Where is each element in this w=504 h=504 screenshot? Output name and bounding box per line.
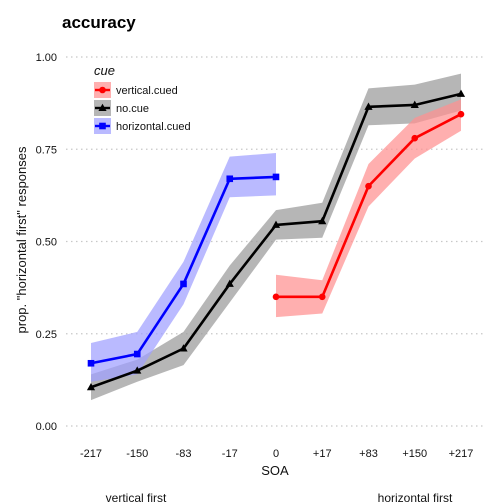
confidence-band-vertical-cued bbox=[276, 99, 461, 318]
y-tick-label: 0.75 bbox=[36, 144, 57, 156]
y-tick-label: 0.50 bbox=[36, 237, 57, 249]
footer-label-vertical-first: vertical first bbox=[106, 491, 167, 504]
legend-label-vertical-cued: vertical.cued bbox=[116, 85, 178, 97]
data-point-horizontal-cued bbox=[226, 175, 234, 183]
data-point-horizontal-cued bbox=[87, 359, 95, 367]
data-point-vertical-cued bbox=[365, 182, 372, 190]
x-tick-label: +17 bbox=[313, 448, 332, 460]
x-tick-label: -150 bbox=[126, 448, 148, 460]
data-point-no-cue bbox=[86, 382, 96, 391]
data-point-vertical-cued bbox=[457, 110, 465, 118]
data-point-no-cue bbox=[364, 102, 373, 110]
x-tick-label: -17 bbox=[222, 448, 238, 460]
legend-label-horizontal-cued: horizontal.cued bbox=[116, 121, 191, 133]
data-point-no-cue bbox=[410, 100, 419, 108]
x-tick-label: +83 bbox=[359, 448, 378, 460]
data-point-no-cue bbox=[318, 216, 327, 225]
data-point-no-cue bbox=[225, 279, 234, 287]
legend-marker-vertical-cued bbox=[99, 86, 106, 94]
y-axis-label: prop. "horizontal first" responses bbox=[14, 146, 29, 333]
legend-marker-no-cue bbox=[98, 103, 107, 111]
confidence-band-no-cue bbox=[91, 73, 461, 401]
x-tick-label: +217 bbox=[449, 448, 474, 460]
data-point-no-cue bbox=[456, 89, 466, 97]
footer-label-horizontal-first: horizontal first bbox=[378, 491, 453, 504]
legend-marker-horizontal-cued bbox=[99, 122, 106, 130]
y-axis-ticks: 0.00 0.25 0.50 0.75 1.00 bbox=[36, 52, 57, 433]
legend: cue vertical.cued no.cue horizontal.cued bbox=[94, 63, 191, 134]
legend-title: cue bbox=[94, 63, 115, 78]
data-point-no-cue bbox=[271, 220, 281, 228]
data-point-horizontal-cued bbox=[133, 350, 141, 358]
x-tick-label: +150 bbox=[402, 448, 427, 460]
series-markers bbox=[86, 89, 466, 391]
y-tick-label: 0.00 bbox=[36, 421, 57, 433]
x-tick-label: -217 bbox=[80, 448, 102, 460]
x-axis-ticks: -217 -150 -83 -17 0 +17 +83 +150 +217 bbox=[80, 448, 473, 460]
data-point-horizontal-cued bbox=[272, 173, 280, 181]
data-point-vertical-cued bbox=[411, 134, 419, 142]
data-point-no-cue bbox=[133, 366, 142, 374]
data-point-vertical-cued bbox=[318, 293, 326, 301]
x-tick-label: 0 bbox=[273, 448, 279, 460]
confidence-bands bbox=[91, 73, 461, 401]
x-axis-label: SOA bbox=[261, 463, 289, 478]
data-point-no-cue bbox=[179, 344, 188, 352]
y-tick-label: 0.25 bbox=[36, 329, 57, 341]
confidence-band-horizontal-cued bbox=[91, 152, 276, 382]
data-point-vertical-cued bbox=[272, 293, 280, 301]
chart-title: accuracy bbox=[62, 13, 136, 32]
y-tick-label: 1.00 bbox=[36, 52, 57, 64]
legend-label-no-cue: no.cue bbox=[116, 103, 149, 115]
data-point-horizontal-cued bbox=[180, 280, 187, 288]
x-tick-label: -83 bbox=[176, 448, 192, 460]
